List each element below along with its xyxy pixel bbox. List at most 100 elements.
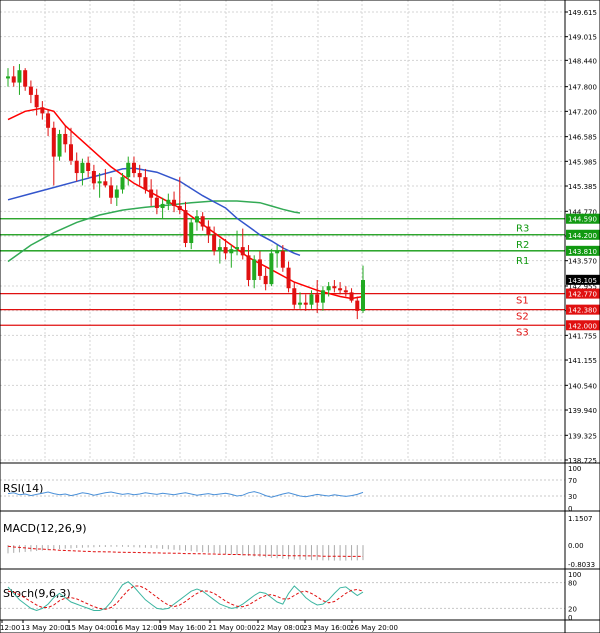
candle-body xyxy=(252,259,257,281)
rsi-tick-label: 100 xyxy=(568,465,581,473)
level-name-r1: R1 xyxy=(516,256,529,267)
candle-body xyxy=(149,189,154,198)
candle xyxy=(309,290,314,309)
candle xyxy=(120,173,125,194)
candle-body xyxy=(303,302,308,305)
candle-body xyxy=(86,162,91,172)
candle-body xyxy=(131,162,136,174)
candle xyxy=(131,156,136,178)
candle xyxy=(269,249,274,287)
candle xyxy=(74,152,79,182)
stoch-tick-label: 20 xyxy=(568,605,577,613)
candle xyxy=(326,282,331,297)
candle-body xyxy=(349,292,354,301)
candle-body xyxy=(160,203,165,209)
candle-body xyxy=(46,113,51,128)
candle-body xyxy=(280,251,285,268)
macd-tick-label: 1.1507 xyxy=(568,515,593,523)
candle-body xyxy=(154,197,159,209)
candle-body xyxy=(177,205,182,211)
price-tick-label: 145.985 xyxy=(568,158,597,166)
support-resistance-levels xyxy=(0,218,565,326)
candle xyxy=(257,251,262,281)
price-tick-label: 139.325 xyxy=(568,432,597,440)
level-value-label: 144.200 xyxy=(568,232,597,240)
candle xyxy=(194,210,199,231)
candle-body xyxy=(120,177,125,190)
candle xyxy=(223,238,228,260)
candle xyxy=(286,261,291,293)
candle-body xyxy=(80,162,85,174)
candle xyxy=(235,230,240,256)
candle xyxy=(252,255,257,289)
candle xyxy=(63,125,68,153)
candle xyxy=(246,245,251,287)
candle-body xyxy=(355,300,360,311)
price-tick-label: 144.770 xyxy=(568,208,597,216)
candle-body xyxy=(91,171,96,184)
candle xyxy=(332,280,337,293)
candle xyxy=(298,292,303,309)
level-value-box xyxy=(566,213,600,224)
candle xyxy=(292,282,297,309)
price-pane: 149.615 149.015 148.440 147.800 147.200 146.5… xyxy=(0,0,600,465)
candle-body xyxy=(212,234,217,252)
candle-body xyxy=(343,290,348,293)
candle-body xyxy=(361,280,365,311)
candle-body xyxy=(137,173,142,178)
time-tick-label: 26 May 20:00 xyxy=(350,624,398,632)
candle xyxy=(183,201,188,248)
candle xyxy=(338,282,343,295)
candle-body xyxy=(34,94,39,108)
level-value-label: 142.770 xyxy=(568,291,597,299)
candle xyxy=(91,164,96,190)
candle xyxy=(57,129,62,161)
candle-body xyxy=(17,70,22,83)
candle-body xyxy=(166,199,171,204)
candle xyxy=(34,88,39,116)
stoch-tick-label: 80 xyxy=(568,580,577,588)
macd-signal-line xyxy=(7,545,363,557)
candle-body xyxy=(143,177,148,190)
candle xyxy=(86,156,91,178)
stoch-tick-label: 100 xyxy=(568,571,581,579)
price-tick-label: 143.570 xyxy=(568,258,597,266)
candle-body xyxy=(269,253,274,285)
price-tick-label: 148.440 xyxy=(568,57,597,65)
candle-body xyxy=(126,162,131,178)
candle xyxy=(17,64,22,95)
candle-body xyxy=(6,76,10,79)
candle-body xyxy=(275,251,280,254)
candle xyxy=(97,173,102,198)
candle-body xyxy=(57,133,62,157)
candle-body xyxy=(40,107,45,114)
macd-tick-label: 0.00 xyxy=(568,542,584,550)
level-value-box xyxy=(566,320,600,331)
candle xyxy=(6,68,10,87)
candle xyxy=(126,156,131,186)
candle xyxy=(303,294,308,311)
candle-body xyxy=(63,133,68,145)
candle xyxy=(349,288,354,303)
time-tick-label: 15 May 04:00 xyxy=(67,624,115,632)
level-name-s3: S3 xyxy=(516,327,529,338)
price-tick-label: 142.955 xyxy=(568,283,597,291)
candle-body xyxy=(11,76,16,83)
candle-body xyxy=(172,199,177,206)
price-tick-label: 140.540 xyxy=(568,382,597,390)
candle-body xyxy=(51,127,56,157)
candle xyxy=(68,127,73,165)
candle-body xyxy=(97,181,102,184)
candle-body xyxy=(194,216,199,223)
level-value-box xyxy=(566,288,600,299)
candle xyxy=(137,164,142,186)
level-value-box xyxy=(566,304,600,315)
level-value-label: 142.000 xyxy=(568,322,597,330)
stoch-k-line xyxy=(7,581,364,612)
ma-mid-line xyxy=(7,167,301,257)
candle-body xyxy=(200,216,205,227)
candle-body xyxy=(298,302,303,305)
time-tick-label: 16 May 12:00 xyxy=(114,624,162,632)
